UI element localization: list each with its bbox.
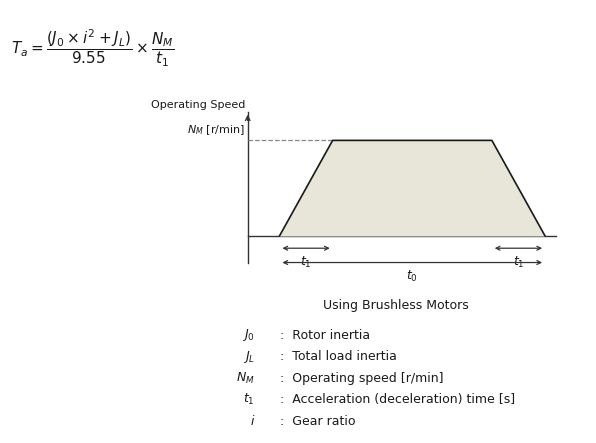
Text: Operating Speed: Operating Speed (151, 100, 245, 110)
Text: Using Brushless Motors: Using Brushless Motors (324, 299, 469, 312)
Text: $T_a = \dfrac{(J_0 \times i^2 + J_L)}{9.55} \times \dfrac{N_M}{t_1}$: $T_a = \dfrac{(J_0 \times i^2 + J_L)}{9.… (11, 28, 175, 69)
Text: $J_0$: $J_0$ (243, 327, 255, 343)
Text: :  Rotor inertia: : Rotor inertia (280, 329, 370, 342)
Text: :  Operating speed [r/min]: : Operating speed [r/min] (280, 372, 443, 385)
Text: $J_L$: $J_L$ (243, 349, 255, 365)
Text: $t_1$: $t_1$ (300, 255, 312, 270)
Text: :  Acceleration (deceleration) time [s]: : Acceleration (deceleration) time [s] (280, 393, 516, 406)
Text: $t_0$: $t_0$ (406, 269, 418, 284)
Text: $N_M$: $N_M$ (237, 371, 255, 386)
Text: :  Gear ratio: : Gear ratio (280, 415, 356, 428)
Text: $N_M$ [r/min]: $N_M$ [r/min] (187, 123, 245, 136)
Text: $t_1$: $t_1$ (243, 392, 255, 408)
Text: :  Total load inertia: : Total load inertia (280, 350, 397, 363)
Polygon shape (280, 140, 545, 236)
Text: $t_1$: $t_1$ (513, 255, 524, 270)
Text: $i$: $i$ (250, 415, 255, 428)
